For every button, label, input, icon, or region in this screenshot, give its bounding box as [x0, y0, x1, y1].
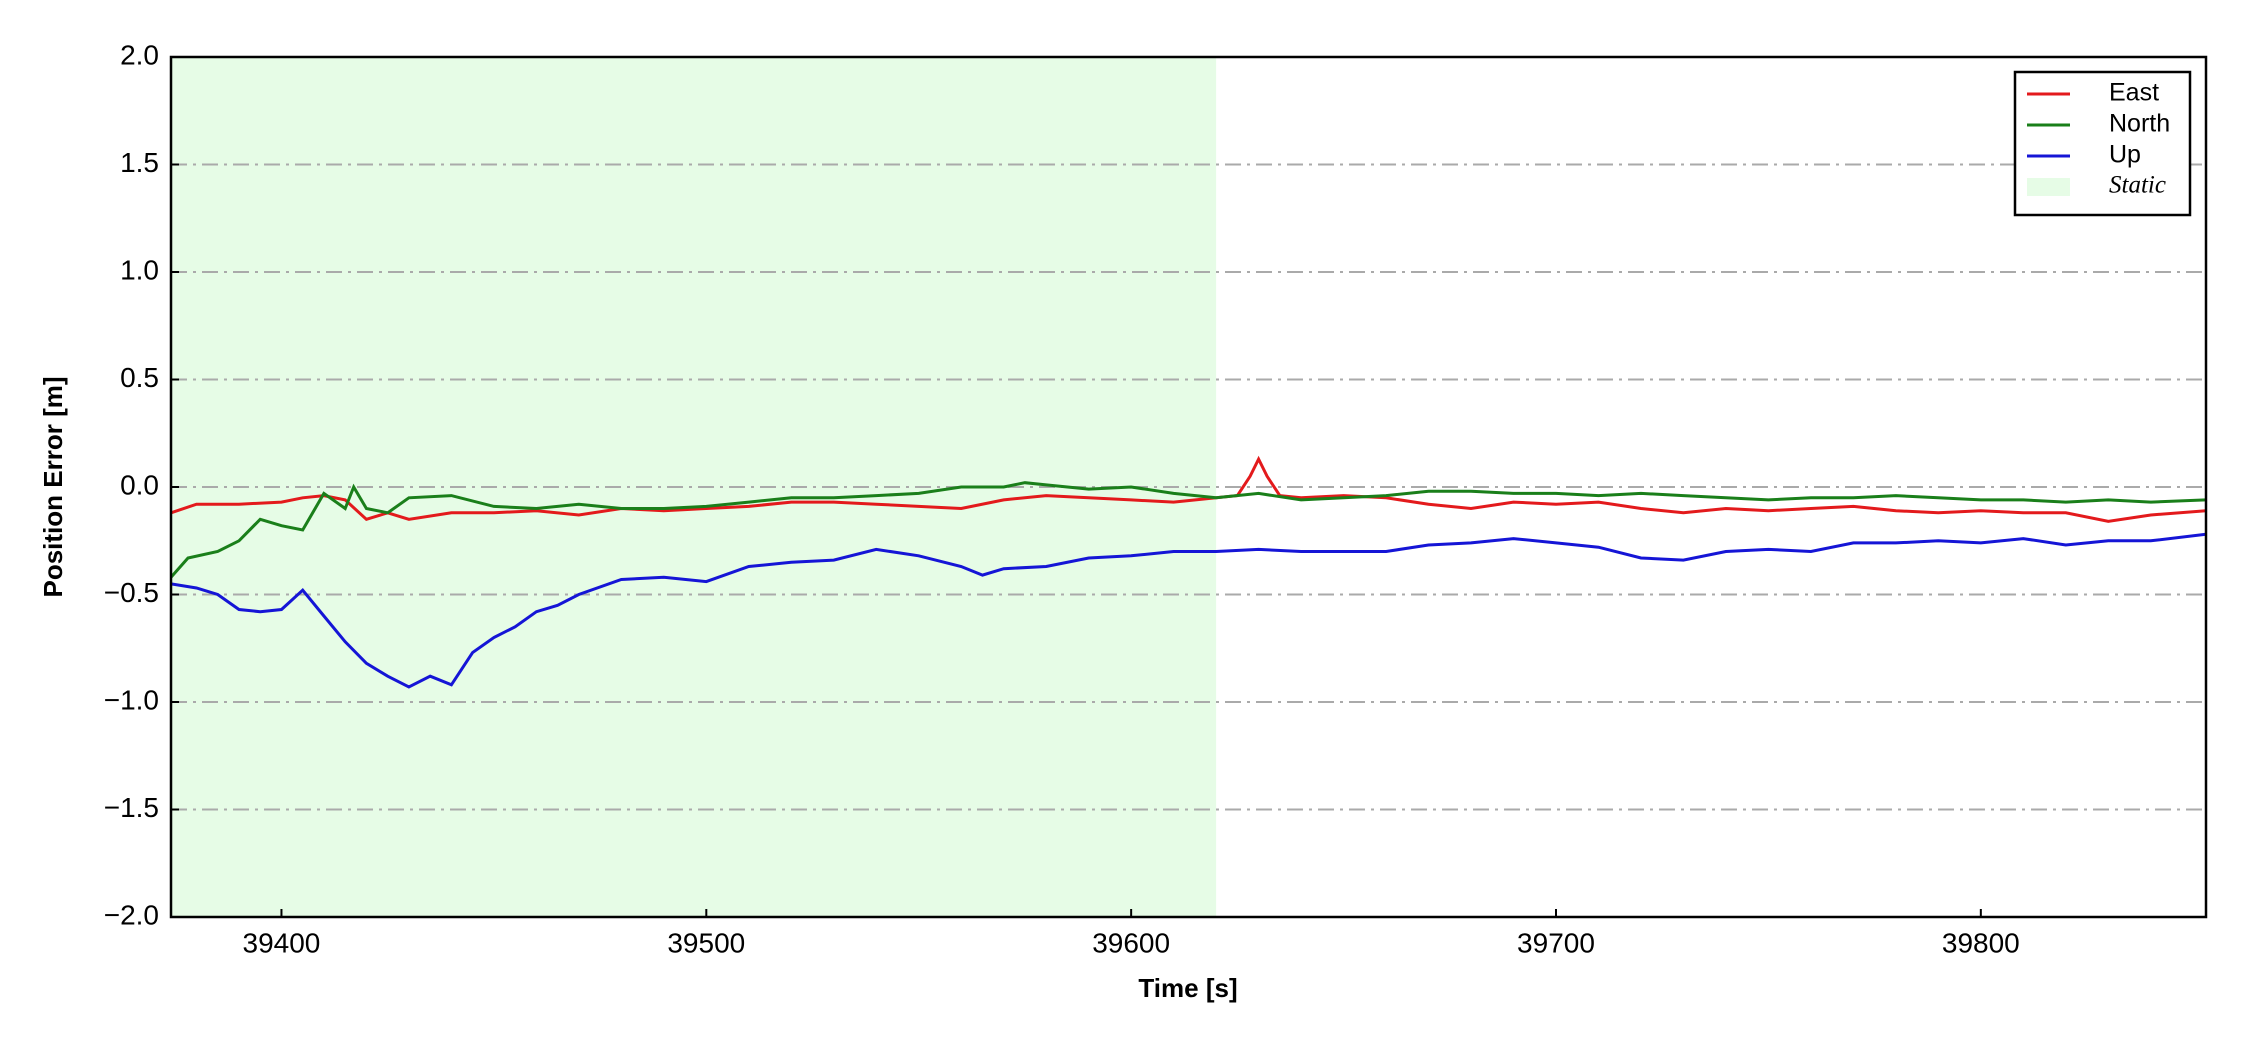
- y-tick-label: 1.5: [120, 147, 159, 178]
- x-axis-title: Time [s]: [1138, 973, 1237, 1003]
- y-tick-label: −1.0: [104, 684, 159, 715]
- y-tick-label: −1.5: [104, 792, 159, 823]
- y-tick-label: 0.5: [120, 362, 159, 393]
- legend-text: Static: [2109, 172, 2166, 199]
- x-tick-label: 39800: [1942, 927, 2020, 958]
- x-tick-label: 39600: [1092, 927, 1170, 958]
- series-line: [171, 532, 2206, 689]
- x-tick-label: 39400: [243, 927, 321, 958]
- series-line: [171, 481, 2206, 579]
- legend-text: Up: [2109, 141, 2141, 169]
- series-line: [171, 455, 2206, 523]
- y-tick-label: 0.0: [120, 469, 159, 500]
- y-tick-label: 1.0: [120, 254, 159, 285]
- x-tick-label: 39700: [1517, 927, 1595, 958]
- y-tick-label: −2.0: [104, 899, 159, 930]
- legend-swatch: [2027, 178, 2070, 196]
- x-tick-label: 39500: [667, 927, 745, 958]
- y-tick-label: −0.5: [104, 577, 159, 608]
- plot-frame: [169, 55, 2208, 919]
- y-axis-title: Position Error [m]: [38, 376, 68, 597]
- legend-text: East: [2109, 79, 2159, 107]
- plot-area: [171, 56, 2206, 918]
- legend-box: [2013, 70, 2192, 217]
- y-tick-label: 2.0: [120, 39, 159, 70]
- legend-text: North: [2109, 110, 2170, 138]
